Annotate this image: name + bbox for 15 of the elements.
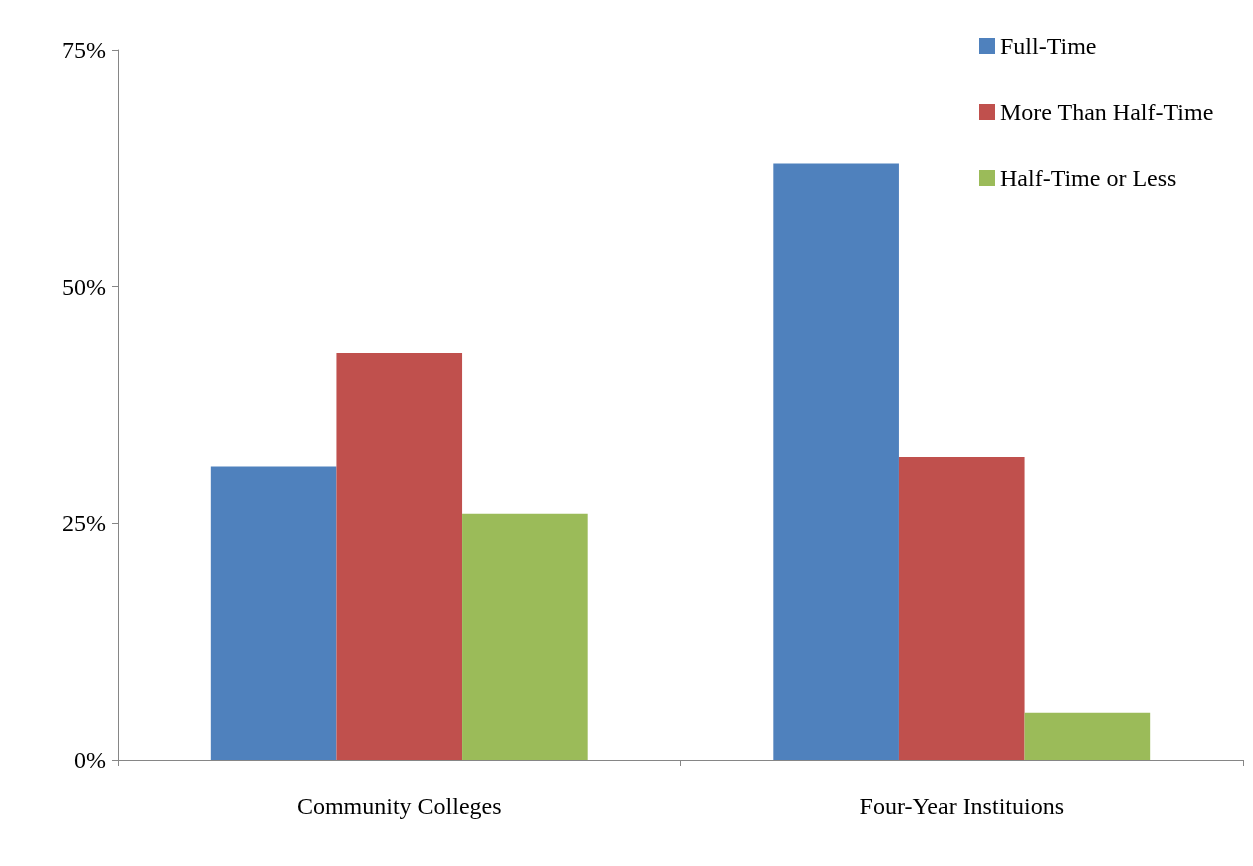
legend-label: Half-Time or Less	[1000, 165, 1177, 191]
bar	[210, 466, 337, 760]
bar	[898, 457, 1025, 760]
bar	[773, 163, 899, 760]
legend-label: More Than Half-Time	[1000, 99, 1214, 125]
legend-label: Full-Time	[1000, 33, 1097, 59]
y-tick-label: 0%	[74, 747, 106, 773]
x-tick-label: Community Colleges	[296, 793, 502, 819]
bar	[1024, 712, 1151, 760]
bar	[462, 513, 588, 760]
y-tick-label: 75%	[62, 37, 106, 63]
bar	[336, 352, 463, 760]
x-tick-label: Four-Year Instituions	[859, 793, 1064, 819]
y-tick-label: 25%	[62, 510, 106, 537]
y-tick-label: 50%	[62, 273, 106, 300]
